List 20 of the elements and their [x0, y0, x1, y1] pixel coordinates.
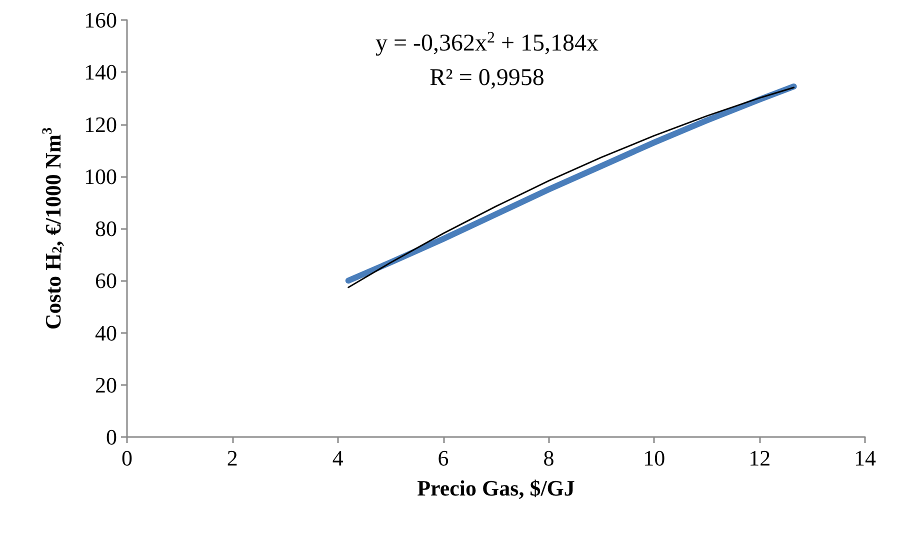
y-tick-label: 160	[84, 8, 117, 32]
annotation: R² = 0,9958	[430, 65, 544, 91]
y-tick-label: 140	[84, 60, 117, 85]
y-tick-label: 20	[95, 372, 117, 398]
y-tick-label: 120	[84, 112, 117, 137]
x-tick-label: 10	[643, 446, 666, 470]
y-tick-label: 0	[106, 424, 117, 450]
y-tick-label: 60	[95, 268, 117, 294]
x-tick-label: 14	[854, 446, 876, 470]
x-tick-label: 6	[438, 446, 449, 470]
y-tick-label: 100	[84, 164, 117, 189]
x-tick-label: 4	[332, 446, 344, 470]
x-axis-title: Precio Gas, $/GJ	[417, 476, 575, 500]
y-tick-label: 40	[95, 320, 117, 346]
x-tick-label: 2	[226, 446, 238, 470]
y-tick-label: 80	[95, 216, 117, 241]
x-tick-label: 12	[748, 446, 771, 470]
y-axis-title: Costo H2, €/1000 Nm3	[40, 127, 66, 330]
x-tick-label: 0	[122, 446, 132, 470]
x-tick-label: 8	[543, 446, 554, 470]
